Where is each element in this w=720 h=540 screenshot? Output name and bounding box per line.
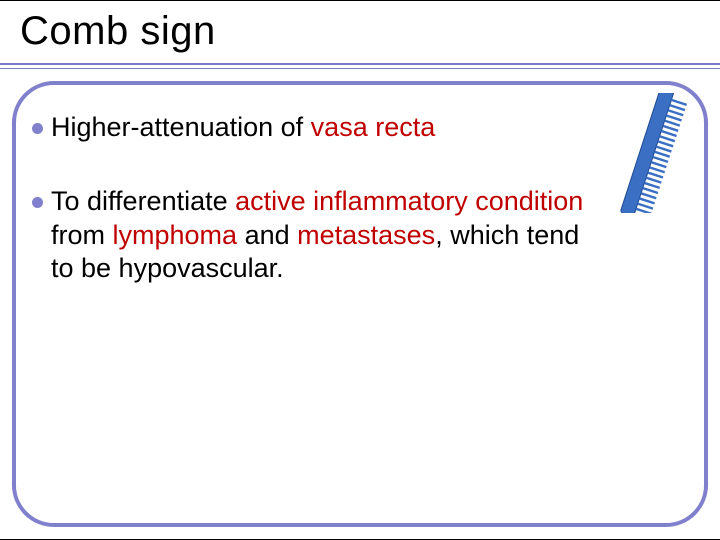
title-underline bbox=[0, 63, 720, 73]
bullet-item: To differentiate active inflammatory con… bbox=[32, 185, 592, 286]
underline-thin bbox=[0, 68, 720, 69]
bullet-dot-icon bbox=[32, 197, 43, 208]
highlight-text: lymphoma bbox=[113, 220, 238, 250]
title-area: Comb sign bbox=[0, 1, 720, 73]
text-segment: Higher-attenuation of bbox=[51, 112, 311, 142]
comb-icon bbox=[610, 93, 692, 213]
slide: Comb sign Higher-attenuation of vasa rec… bbox=[0, 1, 720, 539]
highlight-text: active inflammatory condition bbox=[235, 186, 583, 216]
bullet-text: To differentiate active inflammatory con… bbox=[51, 185, 592, 286]
bullet-item: Higher-attenuation of vasa recta bbox=[32, 111, 592, 145]
slide-title: Comb sign bbox=[20, 9, 720, 54]
text-segment: To differentiate bbox=[51, 186, 235, 216]
bullet-dot-icon bbox=[32, 123, 43, 134]
underline-thick bbox=[0, 63, 720, 65]
bullet-text: Higher-attenuation of vasa recta bbox=[51, 111, 435, 145]
content: Higher-attenuation of vasa recta To diff… bbox=[32, 111, 592, 326]
text-segment: from bbox=[51, 220, 113, 250]
text-segment: and bbox=[237, 220, 297, 250]
highlight-text: metastases bbox=[297, 220, 435, 250]
highlight-text: vasa recta bbox=[311, 112, 436, 142]
